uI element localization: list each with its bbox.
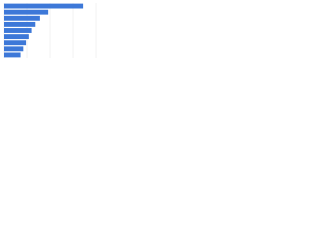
bar bbox=[4, 28, 32, 33]
bar bbox=[4, 34, 29, 40]
bar bbox=[4, 21, 36, 27]
bar bbox=[4, 15, 40, 21]
bar bbox=[4, 46, 24, 52]
bar bbox=[4, 3, 84, 9]
bar bbox=[4, 52, 21, 58]
page: (() => { const data = JSON.parse(documen… bbox=[0, 0, 320, 71]
bar bbox=[4, 40, 27, 46]
bar bbox=[4, 9, 49, 15]
chart bbox=[3, 3, 97, 58]
